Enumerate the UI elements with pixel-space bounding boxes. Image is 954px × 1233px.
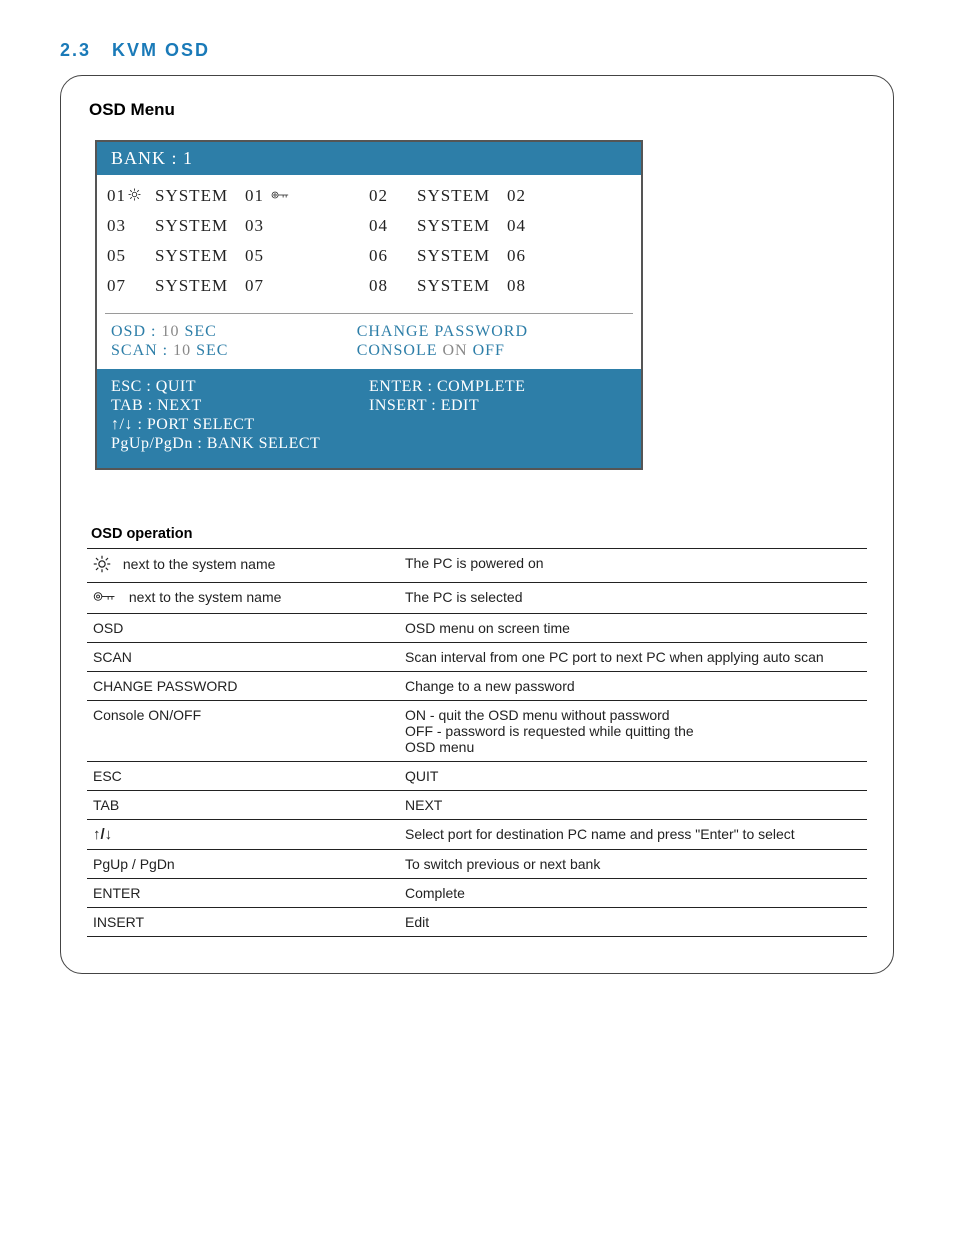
table-row: ENTERComplete [87, 879, 867, 908]
table-row: SCANScan interval from one PC port to ne… [87, 643, 867, 672]
port-name: SYSTEM [155, 216, 245, 236]
table-key: ↑/↓ [87, 820, 399, 850]
port-tail: 08 [507, 276, 533, 296]
osd-options: OSD : 10 SEC SCAN : 10 SEC CHANGE PASSWO… [97, 316, 641, 369]
port-number: 08 [369, 276, 417, 296]
table-key: ENTER [87, 879, 399, 908]
port-name: SYSTEM [155, 246, 245, 266]
port-name: SYSTEM [417, 186, 507, 206]
table-row: OSDOSD menu on screen time [87, 614, 867, 643]
port-tail: 06 [507, 246, 533, 266]
key-icon [271, 186, 290, 205]
port-tail: 02 [507, 186, 533, 206]
port-number: 06 [369, 246, 417, 266]
port-row: 05SYSTEM05 [107, 241, 369, 271]
table-desc: QUIT [399, 762, 867, 791]
table-desc: Scan interval from one PC port to next P… [399, 643, 867, 672]
osd-timing-scan: SCAN : 10 SEC [111, 342, 357, 360]
table-desc: ON - quit the OSD menu without password … [399, 701, 867, 762]
key-slot [271, 186, 291, 206]
osd-operation-table: next to the system nameThe PC is powered… [87, 548, 867, 937]
osd-screen: BANK : 1 01SYSTEM0102SYSTEM0203SYSTEM030… [95, 140, 643, 470]
table-key: OSD [87, 614, 399, 643]
osd-bank-header: BANK : 1 [97, 142, 641, 175]
port-row: 04SYSTEM04 [369, 211, 631, 241]
footer-arrows: ↑/↓ : PORT SELECT [111, 416, 369, 434]
footer-tab: TAB : NEXT [111, 397, 369, 415]
table-key: INSERT [87, 908, 399, 937]
table-key: next to the system name [87, 583, 399, 614]
port-row: 08SYSTEM08 [369, 271, 631, 301]
key-icon [93, 589, 117, 607]
section-number: 2.3 [60, 40, 91, 60]
port-tail: 03 [245, 216, 271, 236]
osd-change-password: CHANGE PASSWORD [357, 323, 627, 341]
table-key: TAB [87, 791, 399, 820]
table-desc: Select port for destination PC name and … [399, 820, 867, 850]
port-number: 01 [107, 186, 155, 206]
table-row: CHANGE PASSWORDChange to a new password [87, 672, 867, 701]
port-row: 03SYSTEM03 [107, 211, 369, 241]
port-name: SYSTEM [417, 276, 507, 296]
table-key: next to the system name [87, 549, 399, 583]
table-row: INSERTEdit [87, 908, 867, 937]
table-key: PgUp / PgDn [87, 850, 399, 879]
port-row: 01SYSTEM01 [107, 181, 369, 211]
port-row: 06SYSTEM06 [369, 241, 631, 271]
table-row: next to the system nameThe PC is selecte… [87, 583, 867, 614]
table-row: PgUp / PgDnTo switch previous or next ba… [87, 850, 867, 879]
osd-menu-heading: OSD Menu [89, 100, 867, 120]
port-name: SYSTEM [417, 216, 507, 236]
port-tail: 07 [245, 276, 271, 296]
port-name: SYSTEM [155, 186, 245, 206]
table-row: TABNEXT [87, 791, 867, 820]
port-number: 05 [107, 246, 155, 266]
table-desc: To switch previous or next bank [399, 850, 867, 879]
table-desc: Complete [399, 879, 867, 908]
port-tail: 05 [245, 246, 271, 266]
table-desc: The PC is selected [399, 583, 867, 614]
table-desc: Edit [399, 908, 867, 937]
section-title-text: KVM OSD [112, 40, 210, 60]
table-desc: The PC is powered on [399, 549, 867, 583]
sun-icon [93, 555, 111, 576]
osd-timing-osd: OSD : 10 SEC [111, 323, 357, 341]
port-number: 02 [369, 186, 417, 206]
port-number: 07 [107, 276, 155, 296]
table-desc: OSD menu on screen time [399, 614, 867, 643]
table-key: SCAN [87, 643, 399, 672]
port-row: 02SYSTEM02 [369, 181, 631, 211]
section-heading: 2.3 KVM OSD [60, 40, 894, 61]
table-row: Console ON/OFFON - quit the OSD menu wit… [87, 701, 867, 762]
table-row: ESCQUIT [87, 762, 867, 791]
table-desc: NEXT [399, 791, 867, 820]
table-desc: Change to a new password [399, 672, 867, 701]
sun-icon [128, 186, 141, 205]
port-name: SYSTEM [155, 276, 245, 296]
table-key: CHANGE PASSWORD [87, 672, 399, 701]
port-number: 03 [107, 216, 155, 236]
osd-footer: ESC : QUIT TAB : NEXT ↑/↓ : PORT SELECT … [97, 369, 641, 468]
arrows-icon: ↑/↓ [93, 826, 112, 843]
osd-console-toggle: CONSOLE ON OFF [357, 342, 627, 360]
port-tail: 01 [245, 186, 271, 206]
table-key: ESC [87, 762, 399, 791]
port-row: 07SYSTEM07 [107, 271, 369, 301]
footer-pgupdn: PgUp/PgDn : BANK SELECT [111, 435, 369, 453]
table-key: Console ON/OFF [87, 701, 399, 762]
table-row: next to the system nameThe PC is powered… [87, 549, 867, 583]
footer-insert: INSERT : EDIT [369, 397, 627, 415]
osd-operation-heading: OSD operation [91, 526, 867, 542]
osd-divider-1 [105, 313, 633, 314]
footer-enter: ENTER : COMPLETE [369, 378, 627, 396]
table-row: ↑/↓ Select port for destination PC name a… [87, 820, 867, 850]
page-container: OSD Menu BANK : 1 01SYSTEM0102SYSTEM0203… [60, 75, 894, 974]
footer-esc: ESC : QUIT [111, 378, 369, 396]
port-name: SYSTEM [417, 246, 507, 266]
port-grid: 01SYSTEM0102SYSTEM0203SYSTEM0304SYSTEM04… [97, 175, 641, 311]
port-number: 04 [369, 216, 417, 236]
port-tail: 04 [507, 216, 533, 236]
